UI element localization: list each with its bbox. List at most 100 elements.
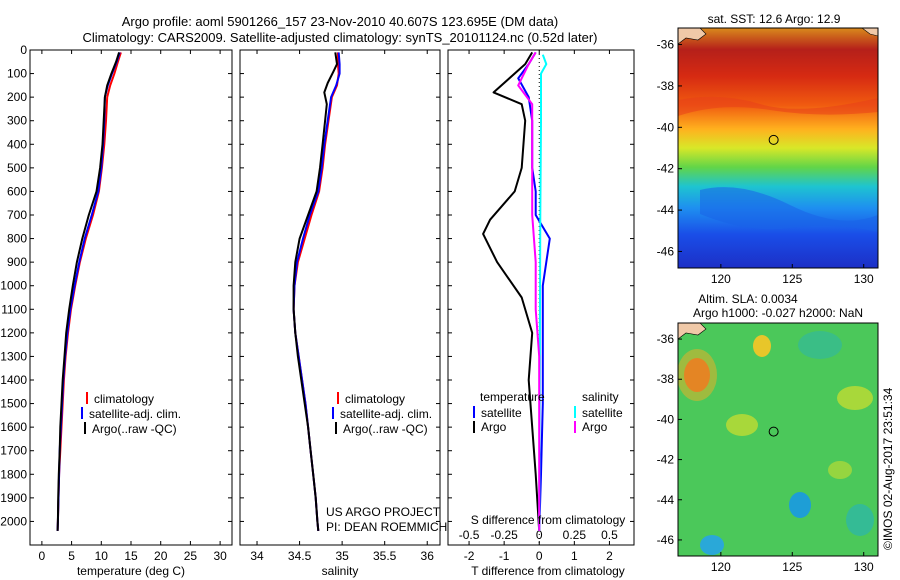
salinity-x-tick-label: 34 bbox=[250, 549, 264, 563]
difference-top-tick-label: 0.25 bbox=[563, 528, 587, 542]
depth-tick-label: 400 bbox=[7, 137, 27, 151]
sla-map-frame bbox=[677, 322, 879, 557]
difference-legend-sal-argo: Argo bbox=[582, 420, 608, 434]
sla-blob bbox=[837, 386, 873, 410]
depth-tick-label: 500 bbox=[7, 161, 27, 175]
temperature-x-axis: 0 5 10 15 20 25 30 bbox=[39, 50, 227, 563]
sst-map-y-tick-label: -46 bbox=[657, 244, 675, 258]
depth-tick-label: 900 bbox=[7, 255, 27, 269]
temperature-legend-climatology: climatology bbox=[94, 392, 154, 406]
sst-map-title: sat. SST: 12.6 Argo: 12.9 bbox=[708, 12, 841, 26]
depth-tick-label: 1700 bbox=[0, 444, 27, 458]
sst-map-frame bbox=[677, 27, 879, 269]
salinity-legend-climatology: climatology bbox=[345, 392, 405, 406]
sst-map-land-2 bbox=[861, 28, 878, 37]
sla-map-y-tick-label: -44 bbox=[657, 493, 675, 507]
temperature-legend-argo: Argo(..raw -QC) bbox=[92, 422, 177, 436]
difference-x-tick-label: -1 bbox=[499, 549, 510, 563]
difference-top-tick-label: 0.5 bbox=[601, 528, 618, 542]
salinity-x-tick-label: 36 bbox=[421, 549, 435, 563]
salinity-series-group bbox=[292, 52, 341, 531]
sst-map-texture-2 bbox=[700, 187, 878, 232]
figure-title-line2: Climatology: CARS2009. Satellite-adjuste… bbox=[83, 30, 598, 45]
salinity-legend-argo: Argo(..raw -QC) bbox=[343, 422, 428, 436]
temperature-x-tick-label: 25 bbox=[184, 549, 198, 563]
depth-axis: 0 100 200 300 400 500 600 700 800 900 1000 1100 1200… bbox=[0, 43, 634, 528]
sst-map-y-tick-label: -40 bbox=[657, 120, 675, 134]
difference-legend-temperature-title: temperature bbox=[480, 390, 545, 404]
difference-x-tick-label: 0 bbox=[536, 549, 543, 563]
salinity-plot-frame bbox=[239, 49, 441, 546]
sla-blob bbox=[753, 335, 771, 357]
sla-blob bbox=[846, 504, 874, 536]
sst-map-x-tick-label: 130 bbox=[854, 272, 874, 286]
sla-map-x-tick-label: 130 bbox=[854, 560, 874, 574]
depth-tick-label: 200 bbox=[7, 90, 27, 104]
sla-map-y-tick-label: -42 bbox=[657, 453, 675, 467]
sla-map-title-line2: Argo h1000: -0.027 h2000: NaN bbox=[693, 306, 863, 320]
depth-tick-label: 600 bbox=[7, 184, 27, 198]
temperature-plot-frame bbox=[29, 49, 233, 546]
difference-series-salinity-argo bbox=[517, 51, 541, 531]
sla-map-y-tick-label: -36 bbox=[657, 332, 675, 346]
temperature-x-tick-label: 5 bbox=[68, 549, 75, 563]
salinity-x-label: salinity bbox=[322, 564, 359, 578]
difference-legend-salinity-title: salinity bbox=[582, 390, 619, 404]
temperature-legend-satellite: satellite-adj. clim. bbox=[89, 407, 181, 421]
pi-annotation: PI: DEAN ROEMMICH bbox=[326, 520, 447, 534]
temperature-x-tick-label: 20 bbox=[154, 549, 168, 563]
depth-tick-label: 0 bbox=[20, 43, 27, 57]
temperature-series-argo-raw-qc bbox=[56, 52, 121, 531]
temperature-series-group bbox=[56, 52, 122, 531]
difference-x-tick-label: 2 bbox=[606, 549, 613, 563]
figure-title-line1: Argo profile: aoml 5901266_157 23-Nov-20… bbox=[122, 14, 559, 29]
difference-legend: temperature salinity satellite Argo sate… bbox=[473, 390, 623, 434]
sst-map-y-tick-label: -36 bbox=[657, 38, 675, 52]
salinity-x-tick-label: 35 bbox=[335, 549, 349, 563]
sst-map-y-tick-label: -42 bbox=[657, 162, 675, 176]
difference-legend-sal-satellite: satellite bbox=[582, 406, 623, 420]
difference-series-temperature-satellite bbox=[517, 51, 551, 531]
salinity-x-axis: 34 34.5 35 35.5 36 bbox=[250, 50, 434, 563]
sla-map-y-tick-label: -46 bbox=[657, 533, 675, 547]
temperature-x-label: temperature (deg C) bbox=[77, 564, 185, 578]
depth-tick-label: 1100 bbox=[1, 302, 27, 316]
difference-legend-temp-satellite: satellite bbox=[481, 406, 522, 420]
temperature-x-tick-label: 0 bbox=[39, 549, 46, 563]
difference-top-tick-label: -0.25 bbox=[490, 528, 518, 542]
depth-tick-label: 800 bbox=[7, 232, 27, 246]
salinity-x-tick-label: 35.5 bbox=[373, 549, 397, 563]
sla-map-x-tick-label: 120 bbox=[711, 560, 731, 574]
depth-tick-label: 700 bbox=[7, 208, 27, 222]
difference-legend-temp-argo: Argo bbox=[481, 420, 507, 434]
sla-blob bbox=[678, 349, 717, 401]
salinity-legend: climatology satellite-adj. clim. Argo(..… bbox=[332, 392, 432, 436]
sla-map-land bbox=[678, 323, 707, 340]
difference-x-label-bottom: T difference from climatology bbox=[471, 564, 625, 578]
sla-blob bbox=[789, 492, 811, 518]
sla-map-title-line1: Altim. SLA: 0.0034 bbox=[698, 292, 798, 306]
sla-map-y-tick-label: -40 bbox=[657, 412, 675, 426]
depth-tick-label: 100 bbox=[7, 67, 27, 81]
depth-tick-label: 1000 bbox=[0, 279, 27, 293]
sla-map bbox=[678, 323, 878, 556]
depth-tick-label: 1900 bbox=[0, 491, 27, 505]
sst-map-texture bbox=[678, 96, 878, 116]
depth-tick-label: 2000 bbox=[0, 514, 27, 528]
sst-map-x-tick-label: 120 bbox=[711, 272, 731, 286]
salinity-legend-satellite: satellite-adj. clim. bbox=[340, 407, 432, 421]
sst-map-argo-location bbox=[768, 134, 779, 145]
depth-tick-label: 1300 bbox=[0, 349, 27, 363]
depth-tick-label: 1200 bbox=[0, 326, 27, 340]
sst-map-axes: 120 125 130 -36 -38 -40 -42 -44 -46 bbox=[657, 38, 874, 286]
sla-blob bbox=[726, 414, 758, 436]
depth-tick-label: 1500 bbox=[0, 397, 27, 411]
temperature-x-tick-label: 30 bbox=[213, 549, 227, 563]
sst-map-y-tick-label: -38 bbox=[657, 79, 675, 93]
salinity-x-tick-label: 34.5 bbox=[288, 549, 312, 563]
temperature-x-tick-label: 10 bbox=[95, 549, 109, 563]
sla-blob bbox=[828, 461, 852, 479]
sst-map bbox=[678, 28, 878, 268]
difference-x-tick-label: 1 bbox=[571, 549, 578, 563]
